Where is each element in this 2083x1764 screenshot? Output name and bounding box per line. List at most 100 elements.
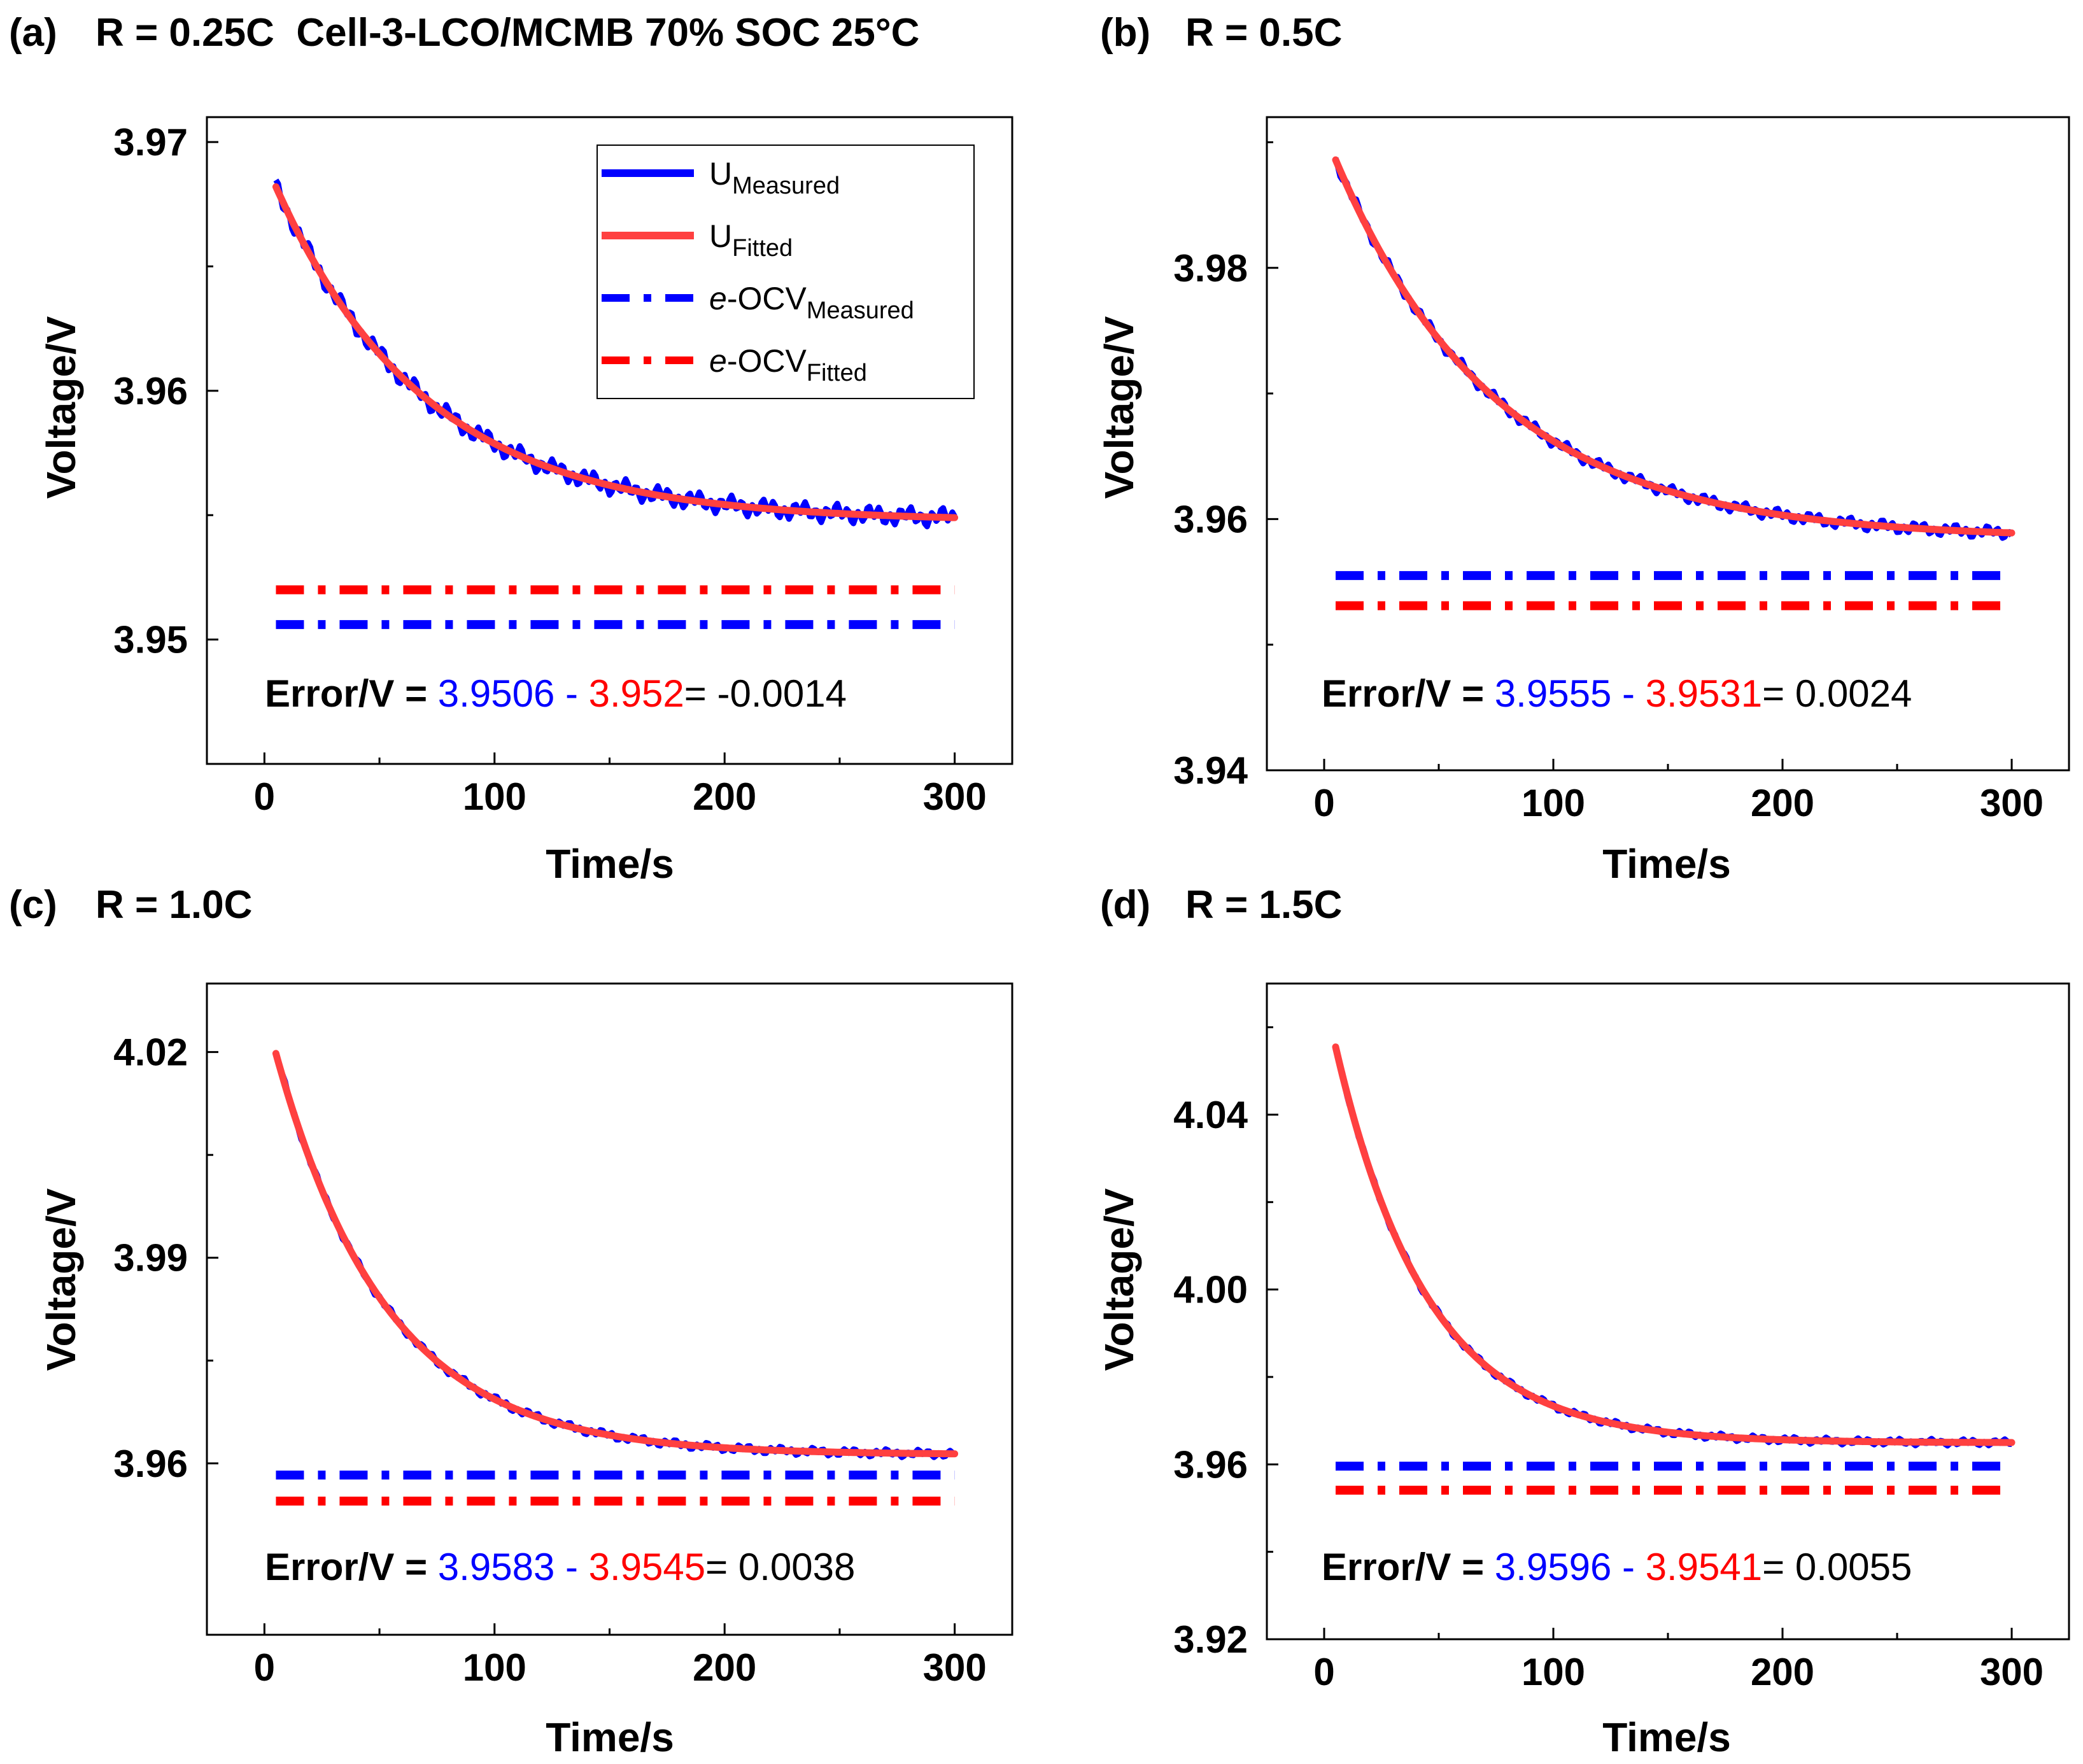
y-tick-label: 3.95 xyxy=(113,619,188,661)
error-result: = 0.0038 xyxy=(705,1546,855,1588)
legend-italic-prefix: e xyxy=(709,281,727,316)
legend-main-text: U xyxy=(709,156,732,192)
panel-a: (a) R = 0.25C Cell-3-LCO/MCMB 70% SOC 25… xyxy=(9,11,1013,887)
error-annotation: Error/V = 3.9506 - 3.952= -0.0014 xyxy=(265,672,847,715)
y-tick-label: 3.96 xyxy=(113,370,188,413)
error-fitted-value: 3.952 xyxy=(589,672,684,715)
x-tick-label: 200 xyxy=(693,775,756,818)
x-tick-label: 100 xyxy=(1522,1651,1585,1693)
x-tick-label: 300 xyxy=(923,775,987,818)
error-fitted-value: 3.9531 xyxy=(1646,672,1763,715)
y-tick-label: 3.98 xyxy=(1173,247,1248,290)
error-annotation: Error/V = 3.9583 - 3.9545= 0.0038 xyxy=(265,1546,855,1588)
x-axis-label: Time/s xyxy=(546,1714,674,1760)
x-tick-label: 300 xyxy=(1980,1651,2044,1693)
panel-title: R = 1.0C xyxy=(95,883,252,927)
error-result: = 0.0055 xyxy=(1762,1546,1912,1588)
fitted-series-line xyxy=(1332,156,2016,537)
error-measured-value: 3.9583 xyxy=(438,1546,555,1588)
x-axis-label: Time/s xyxy=(546,841,674,887)
legend-italic-prefix: e xyxy=(709,343,727,379)
legend-main-text: -OCV xyxy=(727,343,807,379)
error-label: Error/V = xyxy=(1322,1546,1495,1588)
plot-area: 0 100 200 300 3.96 3.99 4.02 xyxy=(113,982,1013,1689)
y-tick-label: 3.92 xyxy=(1173,1618,1248,1661)
legend-entry-label: e-OCVFitted xyxy=(709,343,867,386)
legend-main-text: U xyxy=(709,218,732,254)
legend-main-text: -OCV xyxy=(727,281,807,316)
panel-title: R = 0.5C xyxy=(1185,11,1342,55)
y-axis-label: Voltage/V xyxy=(1096,316,1142,498)
x-tick-label: 200 xyxy=(693,1646,756,1689)
y-tick-label: 4.04 xyxy=(1173,1094,1248,1136)
error-label: Error/V = xyxy=(265,1546,438,1588)
legend-entry-label: UFitted xyxy=(709,218,793,262)
error-result: = 0.0024 xyxy=(1762,672,1912,715)
x-tick-label: 100 xyxy=(1522,782,1585,824)
plot-area: 0 100 200 300 3.94 3.96 3.98 xyxy=(1173,116,2070,824)
legend-entry-label: e-OCVMeasured xyxy=(709,281,914,324)
error-measured-value: 3.9506 xyxy=(438,672,555,715)
plot-area: 0 100 200 300 3.95 3.96 3.97 xyxy=(113,116,1013,818)
fitted-series-line xyxy=(272,1050,959,1458)
axes-frame xyxy=(206,982,1013,1636)
y-axis-label: Voltage/V xyxy=(38,1188,84,1371)
y-tick-label: 3.96 xyxy=(113,1443,188,1485)
x-tick-label: 0 xyxy=(1313,1651,1334,1693)
x-tick-label: 0 xyxy=(1313,782,1334,824)
measured-series-line xyxy=(272,1052,957,1460)
legend-frame xyxy=(597,145,975,399)
legend-subscript: Fitted xyxy=(807,360,867,386)
error-label: Error/V = xyxy=(265,672,438,715)
measured-series-line xyxy=(1332,1045,2012,1449)
panel-d: (d) R = 1.5C 0 100 200 3003.923.964.004.04 … xyxy=(1096,883,2070,1760)
y-tick-label: 3.99 xyxy=(113,1237,188,1280)
x-tick-label: 100 xyxy=(463,775,526,818)
x-tick-label: 200 xyxy=(1751,1651,1814,1693)
y-tick-label: 3.97 xyxy=(113,121,188,164)
x-tick-label: 300 xyxy=(1980,782,2044,824)
error-minus: - xyxy=(554,1546,588,1588)
plot-area: 0 100 200 300 3.92 3.96 4.00 4.04 xyxy=(1173,982,2070,1693)
x-tick-label: 100 xyxy=(463,1646,526,1689)
y-tick-label: 3.96 xyxy=(1173,1443,1248,1486)
panel-label: (c) xyxy=(9,883,57,927)
y-axis-label: Voltage/V xyxy=(1096,1188,1142,1371)
fitted-series-line xyxy=(1332,1043,2016,1446)
x-tick-label: 200 xyxy=(1751,782,1814,824)
legend-subscript: Fitted xyxy=(732,235,793,262)
y-tick-label: 4.00 xyxy=(1173,1269,1248,1311)
panel-label: (d) xyxy=(1100,883,1150,927)
panel-title: R = 1.5C xyxy=(1185,883,1342,927)
y-tick-label: 3.94 xyxy=(1173,749,1248,792)
x-axis-label: Time/s xyxy=(1602,841,1731,887)
y-axis-label: Voltage/V xyxy=(38,316,84,498)
error-measured-value: 3.9596 xyxy=(1495,1546,1612,1588)
error-result: = -0.0014 xyxy=(684,672,847,715)
x-tick-label: 0 xyxy=(254,1646,275,1689)
panel-c: (c) R = 1.0C 0 100 200 300 3.96 3.99 4.02 Time… xyxy=(9,883,1013,1760)
panel-label: (b) xyxy=(1100,11,1150,55)
error-fitted-value: 3.9541 xyxy=(1646,1546,1763,1588)
error-annotation: Error/V = 3.9596 - 3.9541= 0.0055 xyxy=(1322,1546,1912,1588)
x-axis-label: Time/s xyxy=(1602,1714,1731,1760)
y-tick-label: 4.02 xyxy=(113,1031,188,1074)
x-tick-label: 0 xyxy=(254,775,275,818)
error-minus: - xyxy=(1611,672,1645,715)
measured-series-line xyxy=(1332,157,2014,541)
panel-title: R = 0.25C Cell-3-LCO/MCMB 70% SOC 25°C xyxy=(95,11,919,55)
axes-frame xyxy=(1266,982,2070,1641)
x-tick-label: 300 xyxy=(923,1646,987,1689)
error-minus: - xyxy=(554,672,588,715)
panel-b: (b) R = 0.5C 0 100 200 300 3.94 3.96 3.98 Time… xyxy=(1096,11,2070,887)
fitted-series-line xyxy=(272,183,959,521)
error-minus: - xyxy=(1611,1546,1645,1588)
legend-entry-label: UMeasured xyxy=(709,156,840,199)
legend-subscript: Measured xyxy=(807,297,914,324)
y-tick-label: 3.96 xyxy=(1173,498,1248,540)
error-measured-value: 3.9555 xyxy=(1495,672,1612,715)
panel-label: (a) xyxy=(9,11,57,55)
error-label: Error/V = xyxy=(1322,672,1495,715)
